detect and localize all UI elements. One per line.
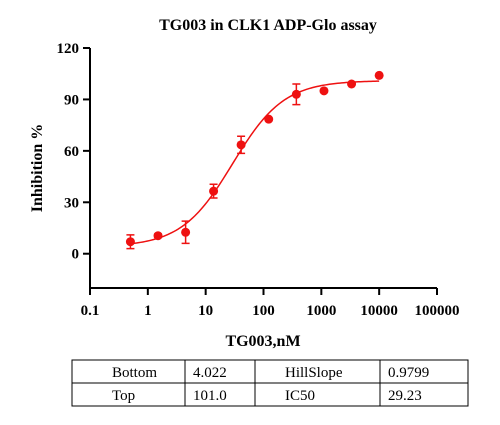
table-text: 0.9799 (388, 365, 429, 381)
data-point (374, 70, 384, 80)
x-tick-label: 1000 (306, 303, 336, 319)
data-point (181, 227, 191, 237)
x-tick-label: 0.1 (81, 303, 100, 319)
y-axis-label: Inhibition % (29, 124, 46, 212)
data-point (153, 231, 163, 241)
table-text: IC50 (285, 388, 315, 404)
table-text: HillSlope (285, 365, 343, 381)
x-tick-label: 1 (144, 303, 152, 319)
table-cell (254, 382, 381, 407)
y-tick-label: 0 (72, 247, 80, 263)
fit-curve (130, 80, 380, 245)
chart-title: TG003 in CLK1 ADP-Glo assay (159, 17, 377, 34)
table-text: Top (112, 388, 135, 404)
data-point (347, 79, 357, 89)
data-point (291, 89, 301, 99)
table-text: Bottom (112, 365, 157, 381)
table-text: 4.022 (193, 365, 227, 381)
data-point (209, 186, 219, 196)
x-tick-label: 10000 (360, 303, 398, 319)
y-tick-label: 120 (57, 41, 80, 57)
table-text: 101.0 (193, 388, 227, 404)
x-tick-label: 100 (252, 303, 275, 319)
x-tick-label: 10 (198, 303, 213, 319)
y-tick-label: 30 (64, 195, 79, 211)
data-point (319, 86, 329, 96)
data-point (125, 237, 135, 247)
data-point (236, 140, 246, 150)
data-point (264, 114, 274, 124)
x-tick-label: 100000 (415, 303, 460, 319)
table-text: 29.23 (388, 388, 422, 404)
table-cell (379, 382, 469, 407)
y-tick-label: 60 (64, 144, 79, 160)
x-axis-label: TG003,nM (225, 333, 300, 350)
y-tick-label: 90 (64, 92, 79, 108)
